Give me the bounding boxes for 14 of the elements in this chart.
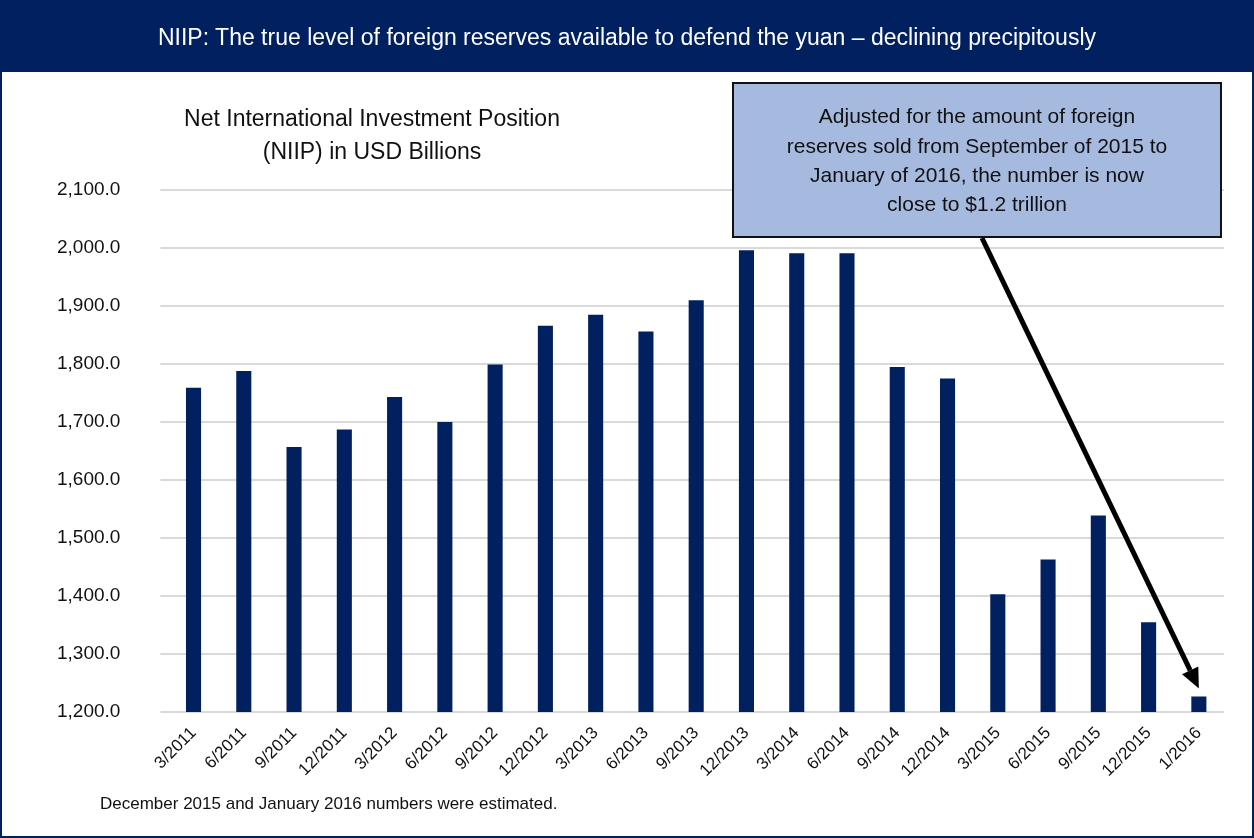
y-tick-label: 1,500.0 — [56, 526, 121, 548]
y-tick-label: 1,900.0 — [56, 294, 121, 316]
y-tick-label: 1,200.0 — [56, 700, 121, 722]
chart-subtitle: Net International Investment Position (NIIP) in USD Billions — [183, 104, 561, 167]
y-tick-label: 2,000.0 — [56, 236, 121, 258]
text: December 2015 and January 2016 numbers were estimated. — [100, 794, 558, 814]
y-tick-label: 1,400.0 — [56, 584, 121, 606]
y-tick-label: 1,600.0 — [56, 468, 121, 490]
y-tick-label: 1,800.0 — [56, 352, 121, 374]
y-tick-label: 2,100.0 — [56, 178, 121, 200]
callout-box: Adjusted for the amount of foreign reserves sold from September of 2015 to January of 2016, the number is now close to $1.2 trillion — [732, 82, 1222, 238]
y-tick-label: 1,700.0 — [56, 410, 121, 432]
y-tick-label: 1,300.0 — [56, 642, 121, 664]
chart-title: NIIP: The true level of foreign reserves available to defend the yuan – declining precipitously — [2, 2, 1252, 72]
